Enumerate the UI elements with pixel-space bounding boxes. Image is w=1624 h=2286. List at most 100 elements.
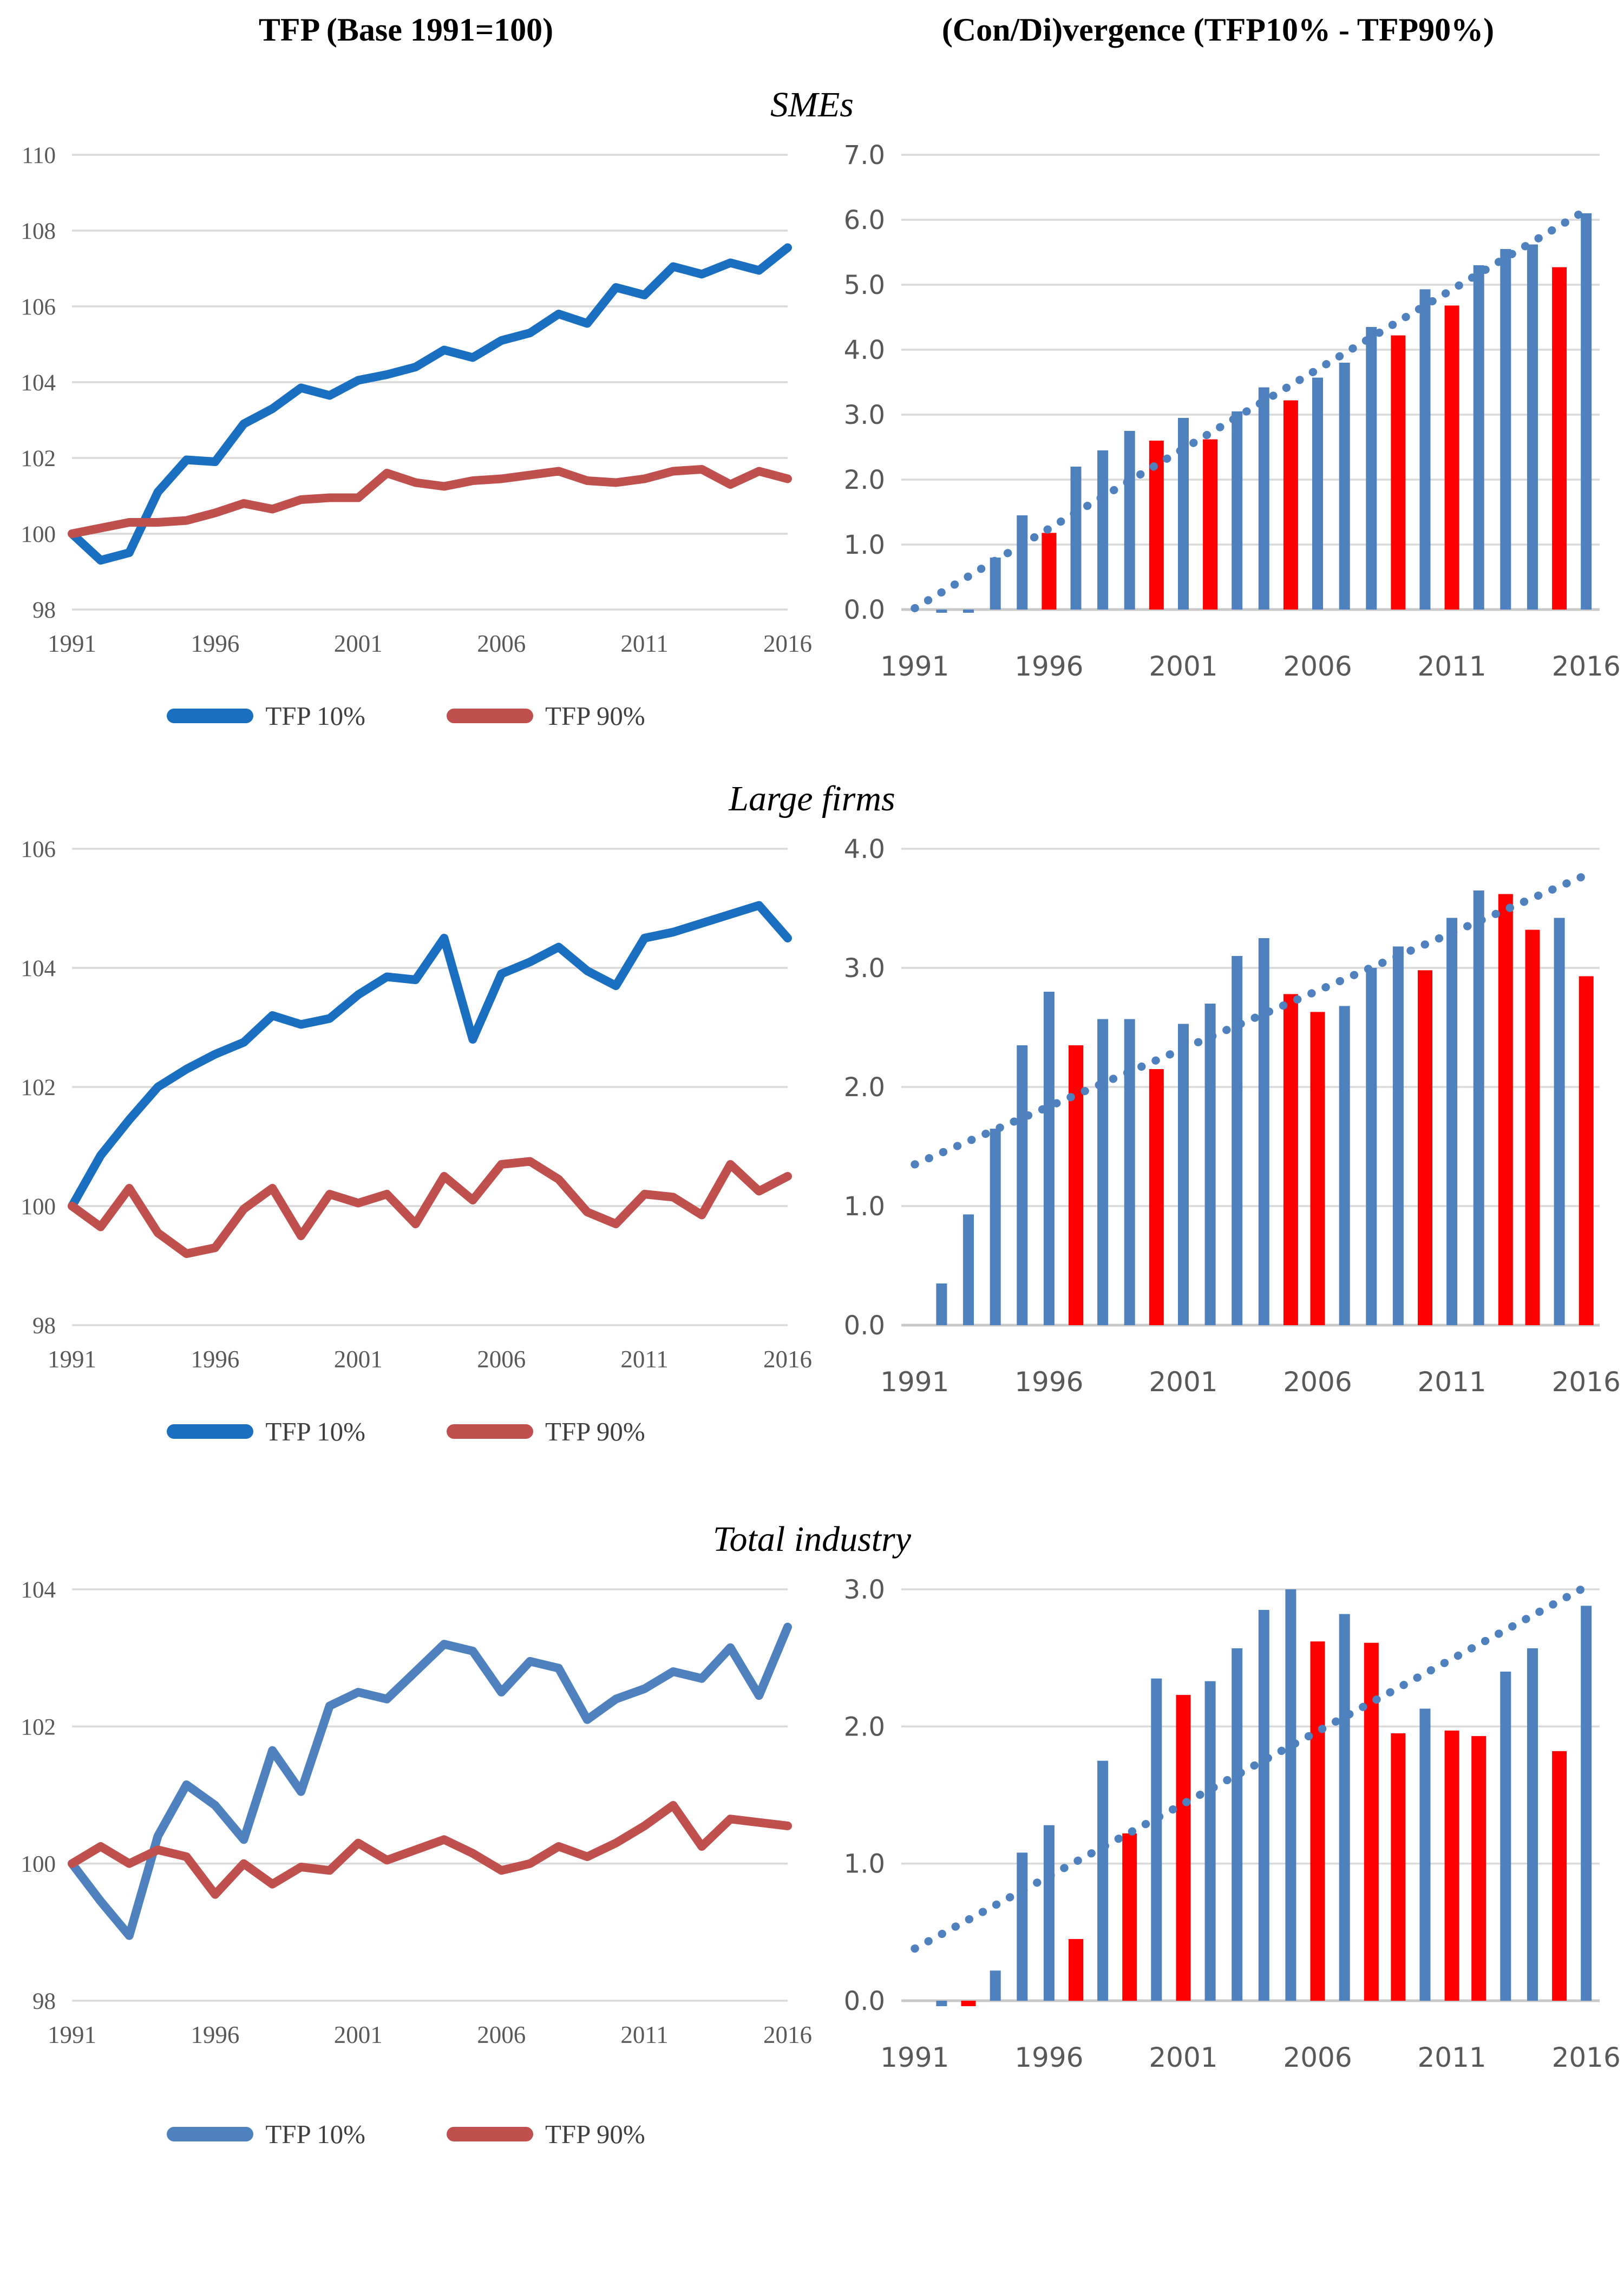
large-firms-chart-row: 98 100 102 104 106 1991 1996 2001 2006 2011 2016 0…: [0, 830, 1624, 1406]
bar-2002: [1203, 439, 1218, 610]
tfp10-legend-swatch: [167, 1424, 254, 1439]
y-tick-label: 2.0: [844, 1072, 885, 1103]
bar-2009: [1391, 335, 1406, 610]
bar-2012: [1473, 265, 1484, 610]
bar-2008: [1366, 327, 1377, 610]
y-tick-label: 98: [32, 598, 56, 623]
x-tick-label: 1996: [191, 630, 239, 657]
x-axis-labels: 1991 1996 2001 2006 2011 2016: [48, 1346, 812, 1373]
bar-2007: [1339, 363, 1350, 610]
bar-2002: [1204, 1681, 1216, 2001]
y-tick-label: 1.0: [844, 530, 885, 560]
y-tick-label: 104: [21, 370, 56, 396]
total-industry-chart-row: 98 100 102 104 1991 1996 2001 2006 2011 2016 0.0 1…: [0, 1571, 1624, 2082]
smes-tfp-line-chart: 98 100 102 104 106 108 110 1991 1996 2001 2006 2011…: [0, 136, 813, 668]
tfp90-legend-item: TFP 90%: [447, 2119, 645, 2150]
tfp10-legend-item: TFP 10%: [167, 2119, 365, 2150]
bar-2009: [1392, 946, 1404, 1325]
bar-2011: [1444, 1730, 1459, 2001]
y-tick-label: 4.0: [844, 834, 885, 864]
tfp10-legend-label: TFP 10%: [265, 2119, 365, 2149]
y-tick-label: 6.0: [844, 205, 885, 235]
y-tick-label: 3.0: [844, 953, 885, 984]
large-firms-tfp-line-chart: 98 100 102 104 106 1991 1996 2001 2006 2011 2016: [0, 830, 813, 1384]
tfp90-legend-label: TFP 90%: [545, 700, 645, 731]
x-tick-label: 2011: [620, 630, 668, 657]
bar-2016: [1579, 976, 1594, 1325]
y-axis-labels: 98 100 102 104: [21, 1577, 56, 2014]
bar-1998: [1097, 1019, 1109, 1325]
bar-2000: [1149, 1069, 1164, 1325]
bar-1996: [1042, 533, 1057, 610]
x-tick-label: 1996: [191, 2021, 239, 2048]
y-axis-labels: 0.0 1.0 2.0 3.0 4.0 5.0 6.0 7.0: [844, 140, 885, 625]
tfp10-line: [68, 901, 792, 1210]
x-tick-label: 2016: [763, 1346, 812, 1373]
y-tick-label: 100: [21, 1194, 56, 1220]
x-tick-label: 2001: [1149, 651, 1217, 682]
total-bar-svg: 0.0 1.0 2.0 3.0 1991 1996 2001 2006 2011 2016: [844, 1575, 1621, 2073]
tfp90-line: [68, 465, 792, 538]
bar-2015: [1552, 1751, 1567, 2001]
y-axis-labels: 0.0 1.0 2.0 3.0 4.0: [844, 834, 885, 1341]
y-tick-label: 106: [21, 294, 56, 320]
right-column-title: (Con/Di)vergence (TFP10% - TFP90%): [941, 12, 1495, 48]
bar-2015: [1552, 267, 1567, 610]
y-tick-label: 0.0: [844, 1986, 885, 2016]
x-tick-label: 1991: [880, 2042, 949, 2073]
bar-2005: [1285, 1589, 1296, 2001]
smes-convergence-bar-chart: 0.0 1.0 2.0 3.0 4.0 5.0 6.0 7.0 1991 1996 2001 2006…: [812, 136, 1624, 691]
bar-1994: [990, 1129, 1001, 1325]
y-tick-label: 3.0: [844, 400, 885, 430]
y-tick-label: 102: [21, 446, 56, 471]
y-axis-labels: 98 100 102 104 106 108 110: [21, 143, 56, 623]
tfp10-legend-swatch: [167, 2126, 254, 2141]
bar-1995: [1017, 1045, 1028, 1325]
y-tick-label: 104: [21, 1577, 56, 1603]
smes-line-svg: 98 100 102 104 106 108 110 1991 1996 2001 2006 2011…: [21, 143, 813, 657]
bar-1993: [963, 1214, 974, 1325]
tfp90-legend-label: TFP 90%: [545, 1416, 645, 1446]
tfp90-legend-swatch: [447, 2126, 533, 2141]
gridlines: [901, 1588, 1600, 2002]
large-firms-legend: TFP 10% TFP 90%: [0, 1410, 812, 1453]
tfp90-legend-item: TFP 90%: [447, 1416, 645, 1447]
bar-2014: [1525, 929, 1540, 1325]
bar-1997: [1069, 1939, 1083, 2001]
bar-1995: [1017, 515, 1028, 610]
section-label-large-firms: Large firms: [729, 779, 895, 818]
bar-2006: [1310, 1641, 1325, 2001]
x-tick-label: 2016: [1552, 651, 1621, 682]
bar-1998: [1097, 450, 1109, 610]
x-tick-label: 2006: [477, 630, 526, 657]
tfp90-line: [68, 1157, 792, 1258]
left-column-title: TFP (Base 1991=100): [258, 12, 554, 48]
large-bar-svg: 0.0 1.0 2.0 3.0 4.0 1991 1996 2001 2006 2011 2016: [844, 834, 1621, 1398]
x-tick-label: 2016: [763, 2021, 812, 2048]
total-industry-legend: TFP 10% TFP 90%: [0, 2112, 812, 2156]
x-tick-label: 2006: [477, 2021, 526, 2048]
x-tick-label: 1996: [1014, 651, 1083, 682]
bar-2011: [1444, 305, 1459, 610]
x-tick-label: 1991: [880, 1366, 949, 1398]
large-line-svg: 98 100 102 104 106 1991 1996 2001 2006 2011 2016: [21, 837, 813, 1373]
tfp10-line: [68, 243, 792, 565]
bar-2007: [1339, 1614, 1350, 2001]
smes-chart-row: 98 100 102 104 106 108 110 1991 1996 2001 2006 2011…: [0, 136, 1624, 691]
bar-2001: [1178, 1024, 1189, 1325]
y-tick-label: 3.0: [844, 1575, 885, 1605]
y-tick-label: 5.0: [844, 270, 885, 300]
bar-2015: [1554, 918, 1565, 1325]
tfp10-legend-label: TFP 10%: [265, 1416, 365, 1446]
trend-dotted-line: [911, 206, 1590, 613]
x-tick-label: 2011: [1417, 2042, 1486, 2073]
y-tick-label: 98: [32, 1989, 56, 2014]
x-tick-label: 1991: [48, 1346, 96, 1373]
x-tick-label: 1996: [191, 1346, 239, 1373]
y-tick-label: 0.0: [844, 1311, 885, 1341]
tfp10-legend-swatch: [167, 708, 254, 723]
bar-2012: [1473, 890, 1484, 1325]
y-tick-label: 0.0: [844, 595, 885, 625]
x-tick-label: 2016: [1552, 1366, 1621, 1398]
bar-2010: [1419, 289, 1431, 610]
